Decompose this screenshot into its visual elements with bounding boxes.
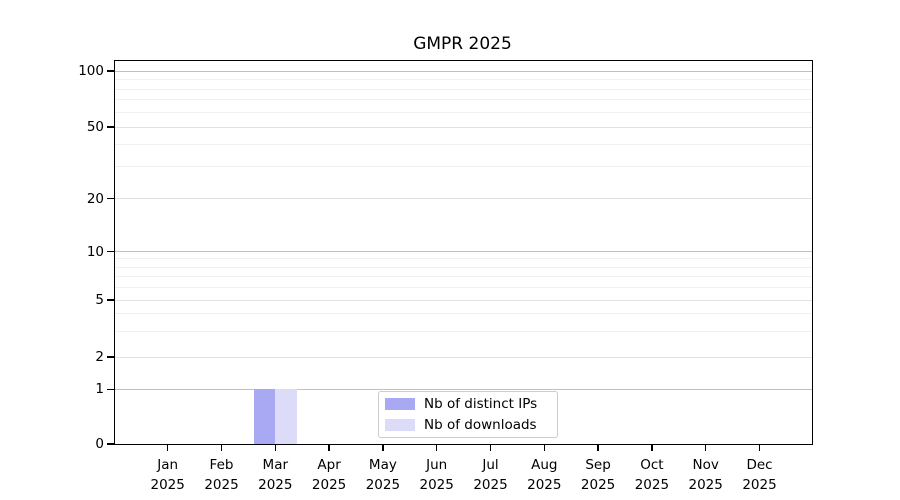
y-gridline [115, 99, 812, 101]
x-tick-label: Aug 2025 [527, 457, 562, 494]
y-gridline [115, 286, 812, 288]
x-tick-mark [274, 444, 277, 451]
y-gridline [115, 266, 812, 268]
y-tick-label: 10 [86, 243, 104, 260]
x-tick-label: Sep 2025 [580, 457, 616, 494]
legend-item-distinct-ips: Nb of distinct IPs [385, 396, 551, 412]
y-gridline [115, 258, 812, 260]
x-tick-mark [220, 444, 223, 451]
y-tick-mark [106, 356, 114, 358]
legend-item-downloads: Nb of downloads [385, 417, 551, 433]
bar [253, 389, 276, 444]
y-tick-label: 0 [95, 436, 104, 452]
x-tick-mark [328, 444, 330, 451]
x-tick-label: Feb 2025 [204, 457, 239, 494]
y-gridline [115, 356, 812, 358]
x-tick-label: Jun 2025 [419, 457, 454, 494]
bar [275, 389, 297, 444]
legend-label-downloads: Nb of downloads [424, 417, 537, 433]
y-gridline [115, 198, 812, 199]
x-tick-mark [758, 444, 761, 451]
y-tick-mark [106, 250, 114, 253]
x-tick-label: Dec 2025 [742, 457, 777, 494]
y-tick-mark [106, 197, 114, 200]
legend: Nb of distinct IPs Nb of downloads [378, 391, 558, 438]
y-gridline [115, 299, 812, 301]
y-gridline [115, 331, 812, 333]
plot-area: 0 1 2 5 10 20 50 100 Jan 2025 Feb 2025 Mar 2025 Apr 202… [78, 60, 813, 493]
x-tick-mark [435, 444, 438, 451]
x-tick-label: Mar 2025 [258, 457, 293, 494]
y-tick-label: 20 [86, 190, 104, 207]
y-gridline [115, 70, 812, 72]
y-gridline [115, 251, 812, 252]
y-tick-mark [106, 443, 114, 445]
y-tick-label: 1 [95, 381, 104, 398]
x-tick-label: May 2025 [365, 457, 401, 494]
y-gridline [115, 143, 812, 145]
x-tick-label: Oct 2025 [634, 457, 670, 494]
x-tick-mark [166, 444, 169, 451]
legend-swatch-downloads-icon [385, 419, 415, 431]
y-gridline [115, 275, 812, 277]
y-tick-label: 100 [78, 63, 104, 79]
chart-title: GMPR 2025 [413, 34, 512, 54]
x-tick-mark [543, 444, 546, 451]
y-tick-label: 2 [95, 349, 104, 365]
legend-swatch-distinct-ips-icon [385, 398, 415, 410]
y-tick-mark [106, 388, 114, 391]
y-gridline [115, 126, 812, 128]
y-tick-mark [106, 299, 114, 301]
y-gridline [115, 166, 812, 168]
x-tick-label: Jan 2025 [150, 457, 185, 494]
x-tick-label: Nov 2025 [688, 457, 723, 494]
legend-label-distinct-ips: Nb of distinct IPs [424, 396, 538, 412]
y-gridline [115, 79, 812, 80]
y-tick-label: 50 [86, 119, 104, 135]
x-tick-mark [597, 444, 599, 451]
x-tick-mark [704, 444, 707, 451]
x-tick-mark [651, 444, 653, 451]
x-tick-mark [382, 444, 384, 451]
y-tick-mark [106, 126, 114, 128]
y-gridline [115, 313, 812, 315]
y-gridline [115, 111, 812, 113]
y-gridline [115, 88, 812, 90]
x-tick-mark [489, 444, 492, 451]
y-gridline [115, 388, 812, 390]
y-tick-mark [106, 70, 114, 72]
y-tick-label: 5 [95, 292, 104, 308]
x-tick-label: Apr 2025 [311, 457, 347, 494]
x-tick-label: Jul 2025 [473, 457, 508, 494]
